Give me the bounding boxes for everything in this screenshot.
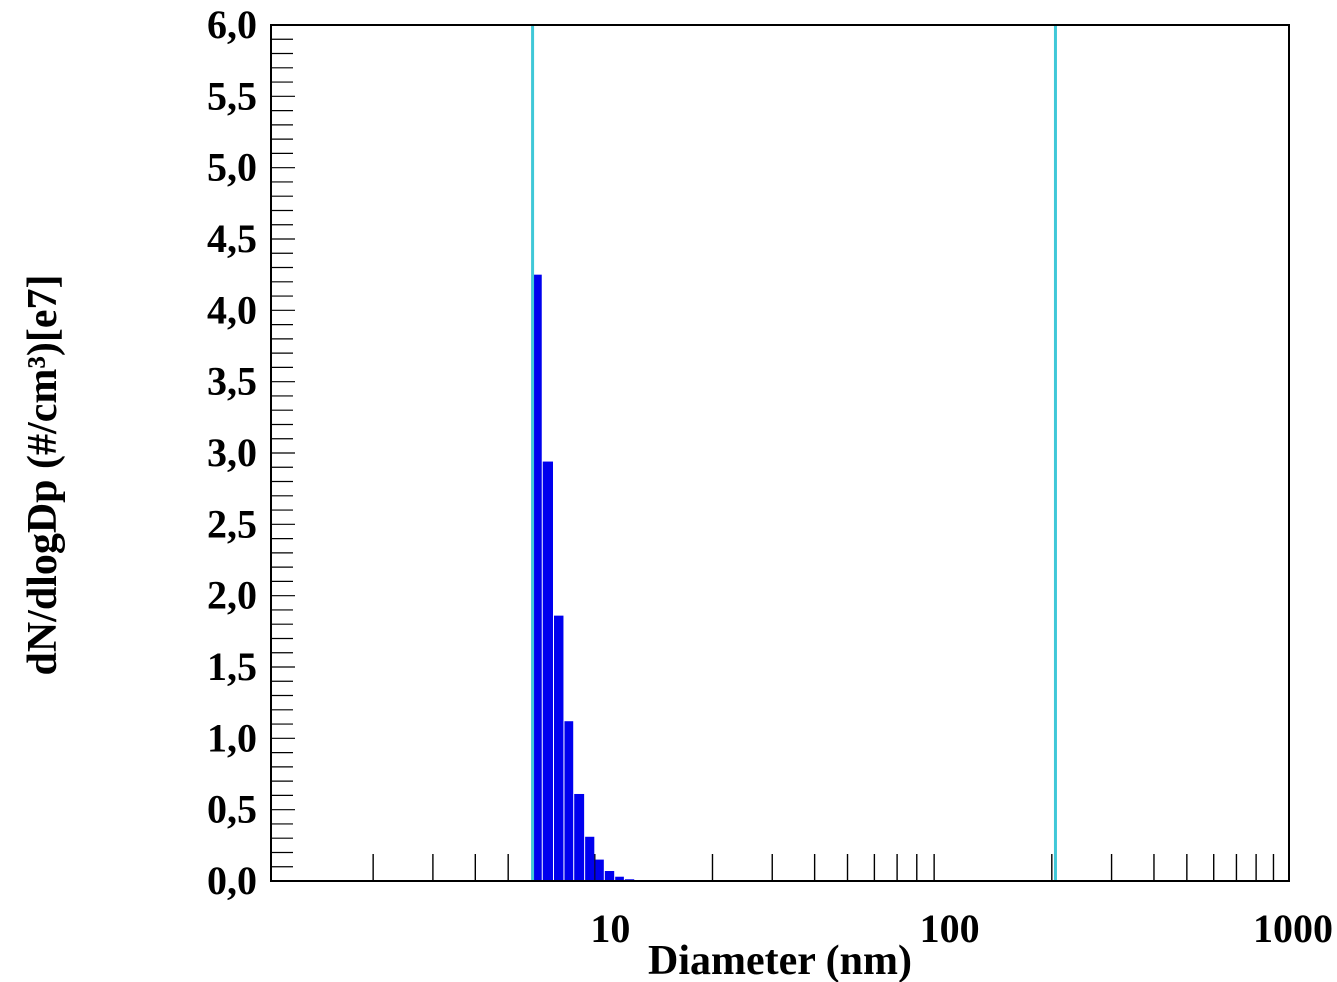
y-tick-labels: 0,0 0,5 1,0 1,5 2,0 2,5 3,0 3,5 4,0 4,5 5,0 5,5 6,0 xyxy=(207,2,257,903)
y-tick-label: 5,0 xyxy=(207,145,257,190)
bar-5 xyxy=(585,836,595,881)
y-tick-label: 0,5 xyxy=(207,787,257,832)
bar-6 xyxy=(595,859,604,881)
y-tick-label: 4,5 xyxy=(207,216,257,261)
plot-frame xyxy=(270,24,1290,882)
bar-1 xyxy=(542,461,553,881)
y-tick-label: 2,0 xyxy=(207,573,257,618)
bar-0 xyxy=(533,274,542,882)
plot-area xyxy=(271,25,1289,881)
bar-8 xyxy=(615,876,624,881)
x-tick-labels: 10 100 1000 xyxy=(590,906,1333,951)
y-tick-label: 1,5 xyxy=(207,644,257,689)
bar-7 xyxy=(604,871,615,881)
x-axis-title: Diameter (nm) xyxy=(648,938,912,982)
bar-3 xyxy=(564,721,574,881)
y-tick-label: 3,5 xyxy=(207,359,257,404)
y-tick-label: 1,0 xyxy=(207,715,257,760)
x-tick-label: 100 xyxy=(920,906,980,951)
y-tick-label: 3,0 xyxy=(207,430,257,475)
y-tick-label: 4,0 xyxy=(207,287,257,332)
x-tick-label: 1000 xyxy=(1253,906,1333,951)
y-tick-label: 0,0 xyxy=(207,858,257,903)
bar-4 xyxy=(574,793,585,881)
y-tick-label: 2,5 xyxy=(207,501,257,546)
marker-lines xyxy=(531,25,1057,881)
bar-2 xyxy=(553,615,564,881)
y-axis-title: dN/dlogDp (#/cm³)[e7] xyxy=(20,274,66,675)
y-tick-label: 6,0 xyxy=(207,2,257,47)
x-tick-label: 10 xyxy=(590,906,630,951)
y-tick-label: 5,5 xyxy=(207,73,257,118)
